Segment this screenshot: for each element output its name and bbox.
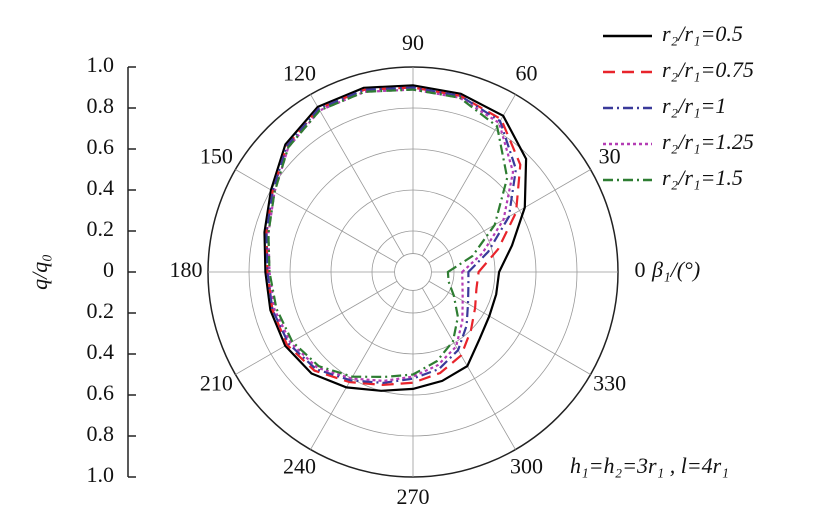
y-tick-label: 0.6 bbox=[87, 134, 115, 159]
angle-tick-label: 90 bbox=[402, 30, 424, 55]
series-line bbox=[265, 86, 518, 385]
angle-tick-label: 60 bbox=[516, 60, 538, 85]
y-tick-label: 0.8 bbox=[87, 421, 115, 446]
grid-spoke bbox=[310, 287, 405, 450]
legend-label: r₂/r₁=1 bbox=[662, 93, 726, 118]
angle-tick-label: 330 bbox=[593, 371, 626, 396]
x-axis-label: β₁/(°) bbox=[651, 257, 700, 282]
angle-tick-label: 30 bbox=[599, 144, 621, 169]
angle-tick-label: 210 bbox=[200, 371, 233, 396]
y-tick-label: 0 bbox=[103, 257, 114, 282]
angle-tick-label: 270 bbox=[397, 484, 430, 509]
grid-spoke bbox=[310, 94, 405, 257]
annotation: h₁=h₂=3r₁ , l=4r₁ bbox=[570, 453, 729, 478]
y-tick-label: 0.2 bbox=[87, 298, 115, 323]
y-tick-label: 0.6 bbox=[87, 380, 115, 405]
y-tick-label: 0.2 bbox=[87, 216, 115, 241]
y-tick-label: 0.4 bbox=[87, 175, 115, 200]
y-tick-label: 0.8 bbox=[87, 93, 115, 118]
legend-label: r₂/r₁=0.75 bbox=[662, 57, 754, 82]
grid-spoke bbox=[421, 287, 516, 450]
series-line bbox=[267, 88, 509, 379]
center-hole bbox=[394, 253, 432, 291]
legend-label: r₂/r₁=1.5 bbox=[662, 165, 743, 190]
legend-label: r₂/r₁=1.25 bbox=[662, 129, 754, 154]
grid-spoke bbox=[235, 280, 398, 375]
grid-spoke bbox=[235, 169, 398, 264]
angle-tick-label: 120 bbox=[283, 60, 316, 85]
series-line bbox=[263, 84, 528, 392]
y-tick-label: 0.4 bbox=[87, 339, 115, 364]
angle-tick-label: 240 bbox=[283, 454, 316, 479]
grid-spoke bbox=[428, 280, 591, 375]
angle-tick-label: 0 bbox=[635, 257, 646, 282]
y-tick-label: 1.0 bbox=[87, 52, 115, 77]
legend-label: r₂/r₁=0.5 bbox=[662, 21, 743, 46]
angle-tick-label: 300 bbox=[510, 454, 543, 479]
grid-spoke bbox=[421, 94, 516, 257]
y-tick-label: 1.0 bbox=[87, 462, 115, 487]
y-axis-label: q/q₀ bbox=[27, 254, 52, 290]
angle-tick-label: 180 bbox=[170, 257, 203, 282]
series-line bbox=[265, 86, 522, 387]
angle-tick-label: 150 bbox=[200, 144, 233, 169]
